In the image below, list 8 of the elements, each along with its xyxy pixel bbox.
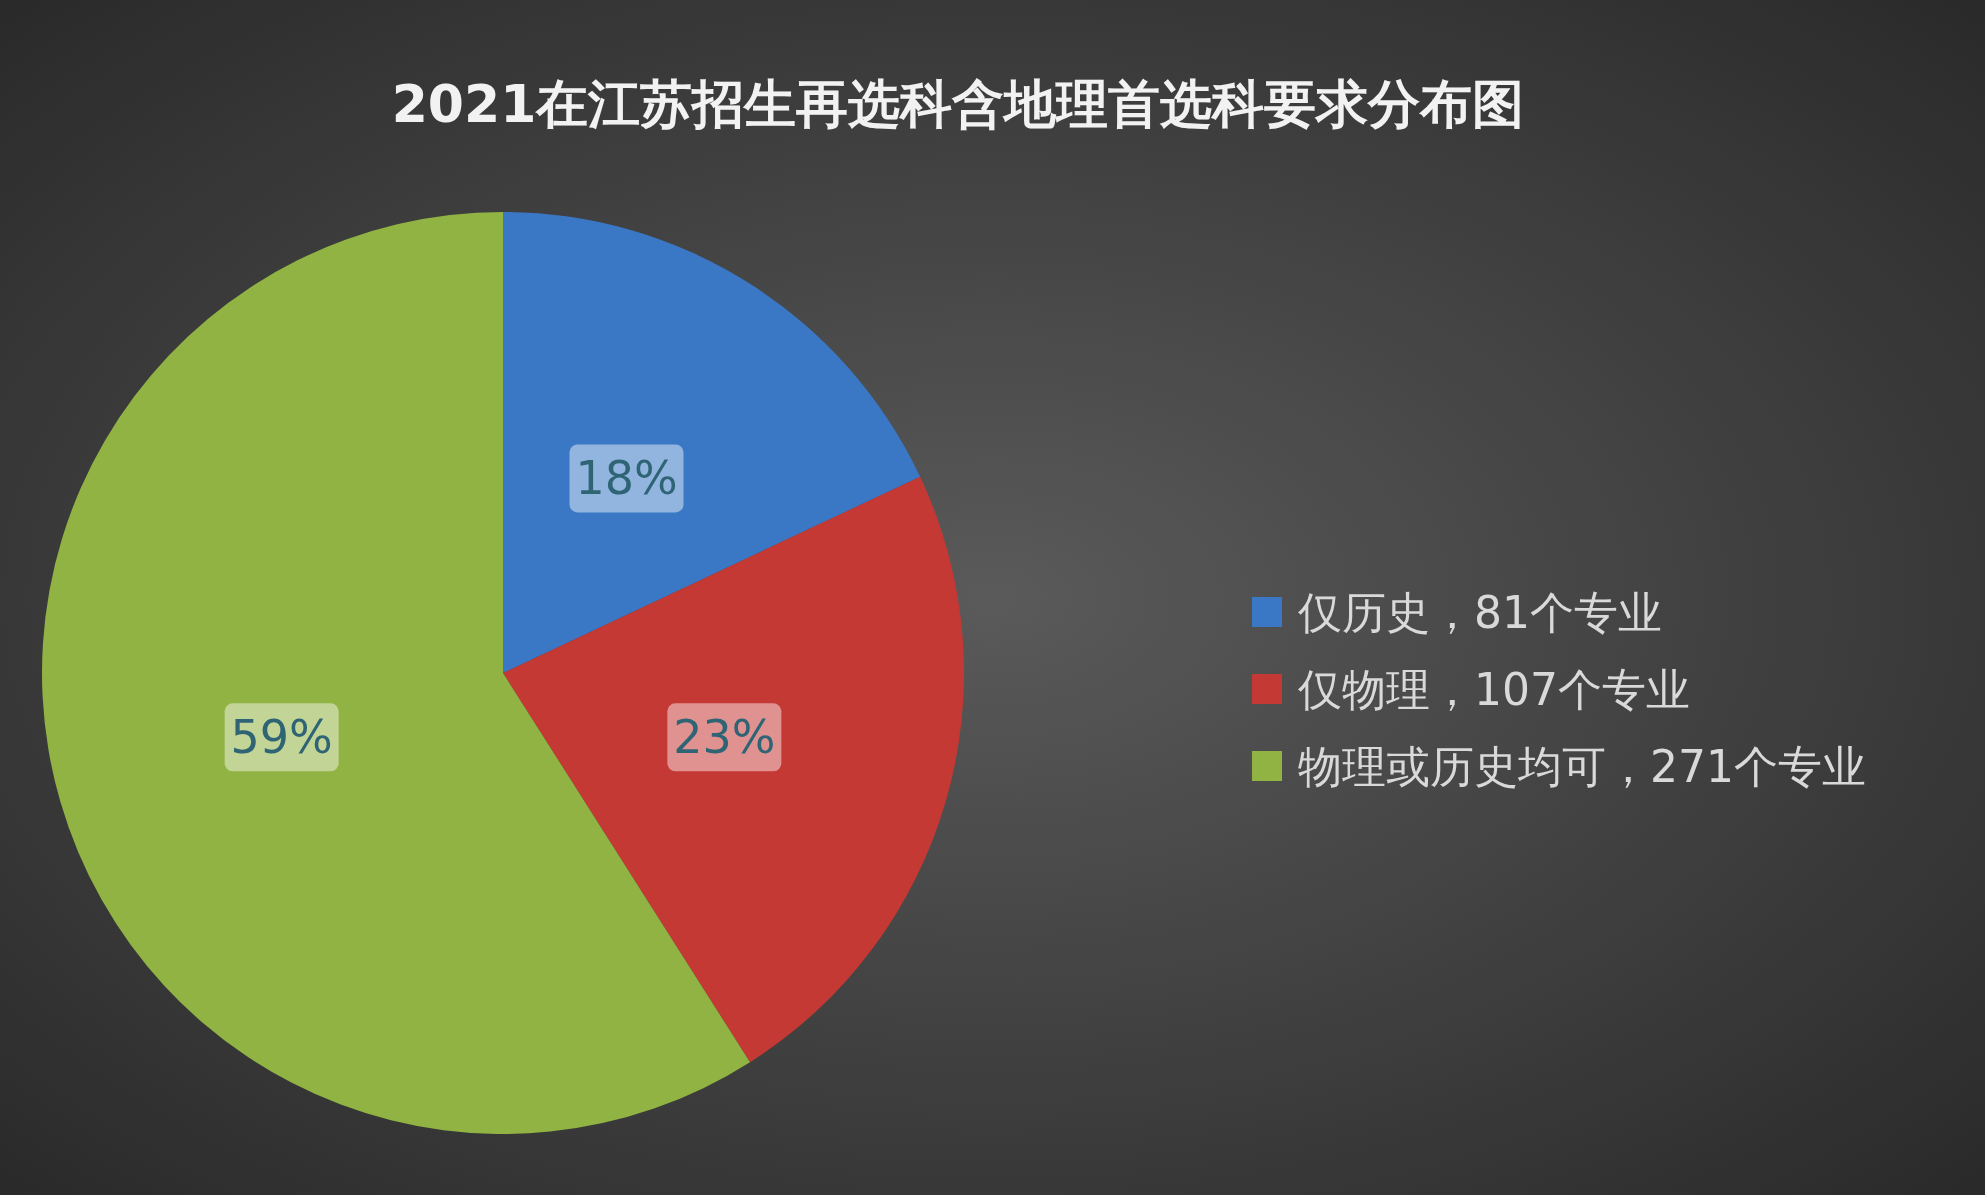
chart-title: 2021在江苏招生再选科含地理首选科要求分布图 bbox=[391, 74, 1525, 134]
legend-label: 物理或历史均可，271个专业 bbox=[1298, 741, 1866, 792]
legend-label: 仅历史，81个专业 bbox=[1298, 587, 1662, 638]
pie-slice bbox=[503, 212, 921, 673]
data-label: 18% bbox=[575, 451, 678, 506]
data-label: 23% bbox=[673, 710, 776, 765]
legend-label: 仅物理，107个专业 bbox=[1298, 664, 1690, 715]
data-label: 59% bbox=[230, 710, 333, 765]
